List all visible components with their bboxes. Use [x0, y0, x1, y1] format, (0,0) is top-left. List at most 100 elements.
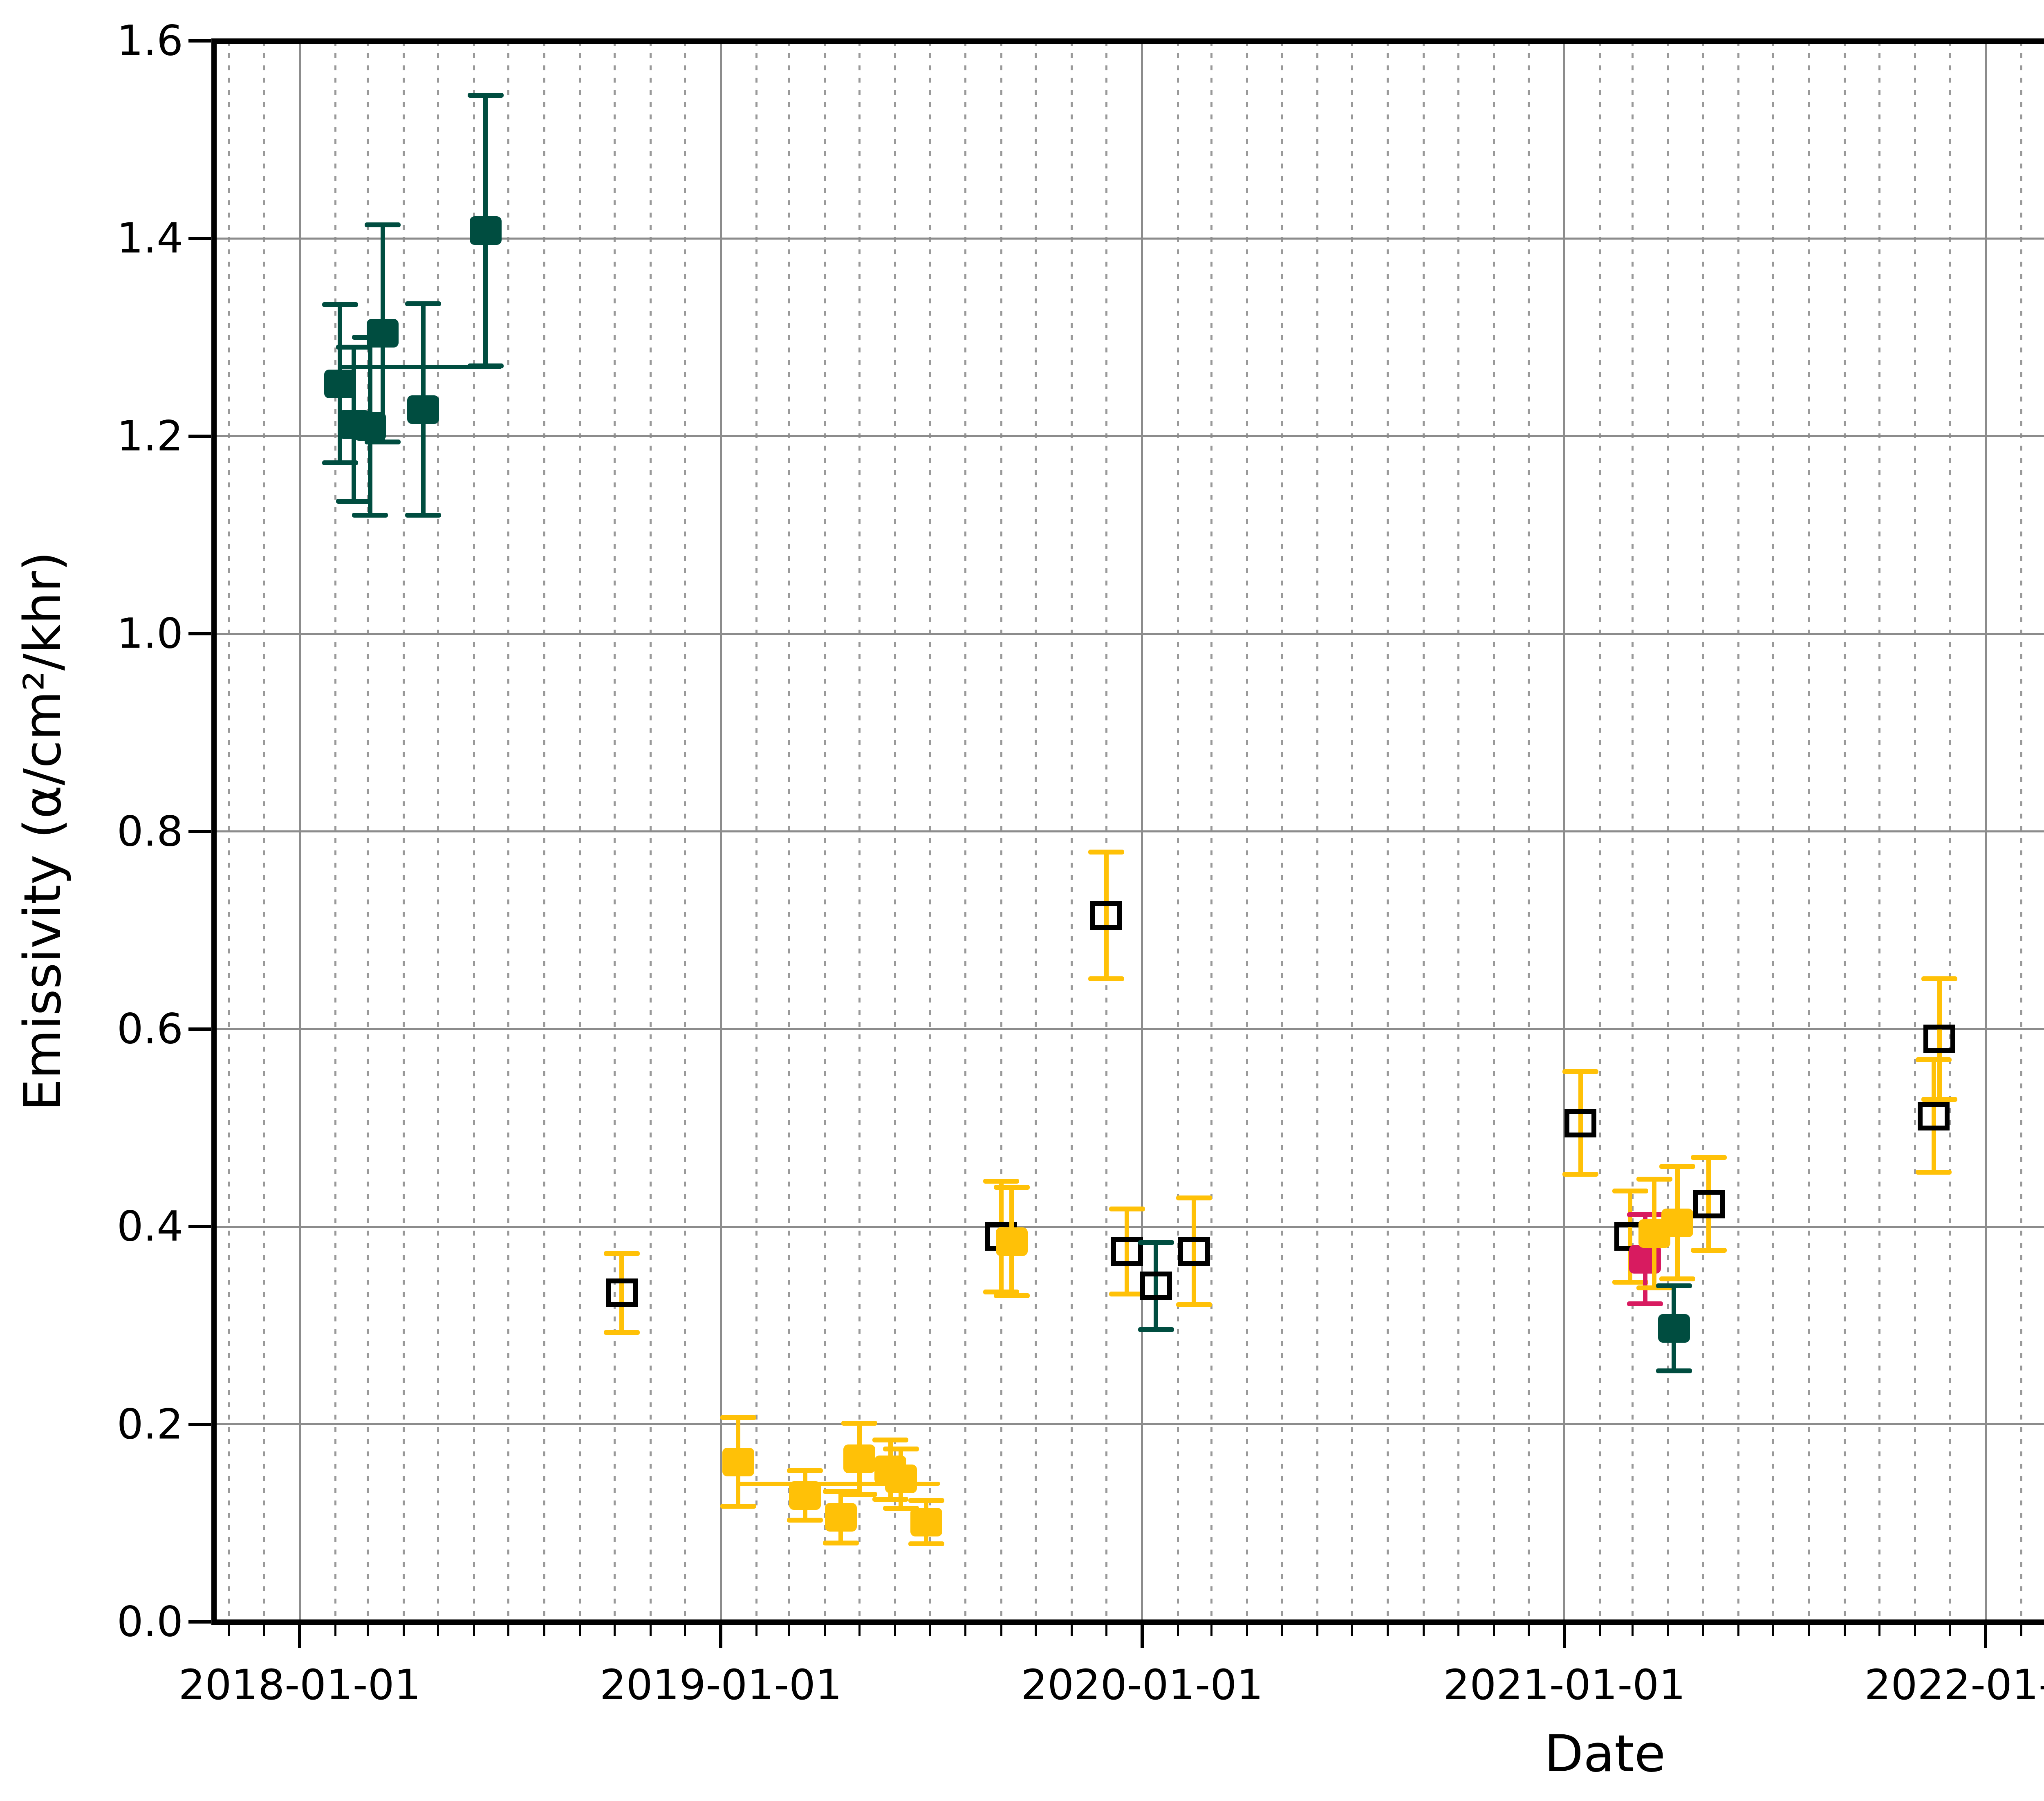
- x-tick-minor: [788, 1625, 790, 1636]
- error-bar-line: [1104, 852, 1109, 979]
- error-bar-cap-top: [872, 1438, 909, 1443]
- data-point-open-square: [1918, 1101, 1950, 1130]
- error-bar-line: [1706, 1157, 1711, 1251]
- error-bar-line: [1578, 1071, 1583, 1175]
- y-tick-major: [188, 237, 211, 240]
- x-tick-minor: [1772, 1625, 1775, 1636]
- error-bar-cap-top: [405, 301, 441, 306]
- y-tick-label: 1.4: [117, 214, 183, 263]
- error-bar-cap-top: [1109, 1206, 1145, 1211]
- error-bar-cap-bottom: [322, 460, 358, 465]
- error-bar-cap-top: [603, 1251, 640, 1256]
- spine-bottom: [211, 1619, 2044, 1625]
- error-bar-cap-top: [467, 92, 504, 98]
- data-point-square: [825, 1503, 857, 1532]
- data-point-open-square: [1140, 1272, 1172, 1301]
- error-bar-cap-bottom: [1088, 976, 1125, 981]
- x-tick-minor: [614, 1625, 616, 1636]
- x-tick-minor: [1599, 1625, 1601, 1636]
- data-point-square: [995, 1227, 1028, 1256]
- x-tick-minor: [507, 1625, 510, 1636]
- x-tick-minor: [228, 1625, 231, 1636]
- error-bar-cap-bottom: [1916, 1170, 1952, 1175]
- x-tick-minor: [263, 1625, 265, 1636]
- error-bar-cap-top: [908, 1498, 944, 1503]
- x-tick-minor: [1808, 1625, 1810, 1636]
- spine-left: [211, 38, 217, 1625]
- x-tick-major: [1140, 1625, 1144, 1648]
- x-tick-minor: [684, 1625, 686, 1636]
- x-tick-minor: [858, 1625, 861, 1636]
- y-tick-major: [188, 1422, 211, 1426]
- data-point-square: [407, 395, 439, 424]
- error-bar-cap-bottom: [1138, 1327, 1174, 1332]
- error-bar-line: [1192, 1198, 1197, 1305]
- y-axis-title: Emissivity (α/cm²/khr): [13, 551, 72, 1111]
- spine-top: [211, 38, 2044, 44]
- error-bar-cap-top: [322, 302, 358, 307]
- x-tick-major: [298, 1625, 301, 1648]
- mean-line: [738, 1481, 940, 1486]
- x-tick-minor: [964, 1625, 967, 1636]
- x-tick-minor: [473, 1625, 475, 1636]
- error-bar-line: [1931, 1059, 1936, 1173]
- x-tick-major: [1984, 1625, 1987, 1648]
- x-tick-minor: [928, 1625, 931, 1636]
- x-tick-minor: [437, 1625, 439, 1636]
- x-tick-label: 2021-01-01: [1443, 1661, 1686, 1709]
- x-tick-label: 2020-01-01: [1021, 1661, 1263, 1709]
- data-point-square: [789, 1481, 821, 1510]
- data-point-open-square: [1692, 1189, 1725, 1218]
- x-tick-minor: [1387, 1625, 1389, 1636]
- x-tick-label: 2018-01-01: [178, 1661, 421, 1709]
- y-tick-major: [188, 1027, 211, 1031]
- y-tick-label: 1.6: [117, 16, 183, 65]
- x-tick-minor: [1844, 1625, 1846, 1636]
- x-tick-label: 2019-01-01: [599, 1661, 842, 1709]
- error-bar-cap-top: [841, 1421, 877, 1426]
- error-bar-cap-top: [1916, 1057, 1952, 1062]
- x-tick-major: [719, 1625, 723, 1648]
- error-bar-cap-top: [1656, 1283, 1692, 1289]
- x-tick-minor: [334, 1625, 336, 1636]
- error-bar-line: [1154, 1242, 1158, 1330]
- x-tick-minor: [1177, 1625, 1179, 1636]
- y-tick-label: 0.2: [117, 1400, 183, 1449]
- error-bar-cap-top: [365, 222, 401, 227]
- y-tick-major: [188, 39, 211, 43]
- data-point-open-square: [605, 1278, 638, 1308]
- x-tick-minor: [823, 1625, 826, 1636]
- x-tick-minor: [1210, 1625, 1213, 1636]
- x-tick-minor: [1280, 1625, 1283, 1636]
- error-bar-cap-top: [1088, 850, 1125, 855]
- data-point-open-square: [1090, 901, 1123, 930]
- data-point-square: [1658, 1314, 1690, 1343]
- error-bar-cap-top: [1636, 1177, 1672, 1182]
- x-tick-minor: [1493, 1625, 1495, 1636]
- error-bar-cap-bottom: [787, 1518, 823, 1523]
- error-bar-cap-top: [1921, 976, 1958, 981]
- error-bar-cap-top: [1138, 1240, 1174, 1245]
- y-tick-major: [188, 434, 211, 438]
- x-tick-label: 2022-01-01: [1864, 1661, 2044, 1709]
- x-tick-minor: [1422, 1625, 1425, 1636]
- error-bar-cap-bottom: [1109, 1291, 1145, 1296]
- y-tick-major: [188, 830, 211, 833]
- error-bar-cap-top: [1627, 1212, 1663, 1218]
- data-point-square: [367, 319, 399, 348]
- error-bar-cap-bottom: [1176, 1302, 1212, 1308]
- error-bar-cap-bottom: [1656, 1368, 1692, 1374]
- data-point-square: [324, 369, 356, 398]
- y-tick-major: [188, 1225, 211, 1229]
- error-bar-cap-bottom: [405, 513, 441, 518]
- data-point-open-square: [1178, 1237, 1210, 1266]
- error-bar-cap-top: [1659, 1164, 1696, 1169]
- error-bar-cap-bottom: [993, 1293, 1030, 1299]
- x-tick-minor: [1351, 1625, 1353, 1636]
- x-tick-minor: [1737, 1625, 1740, 1636]
- error-bar-cap-top: [720, 1415, 756, 1420]
- error-bar-cap-top: [336, 345, 372, 350]
- error-bar-line: [1628, 1191, 1633, 1282]
